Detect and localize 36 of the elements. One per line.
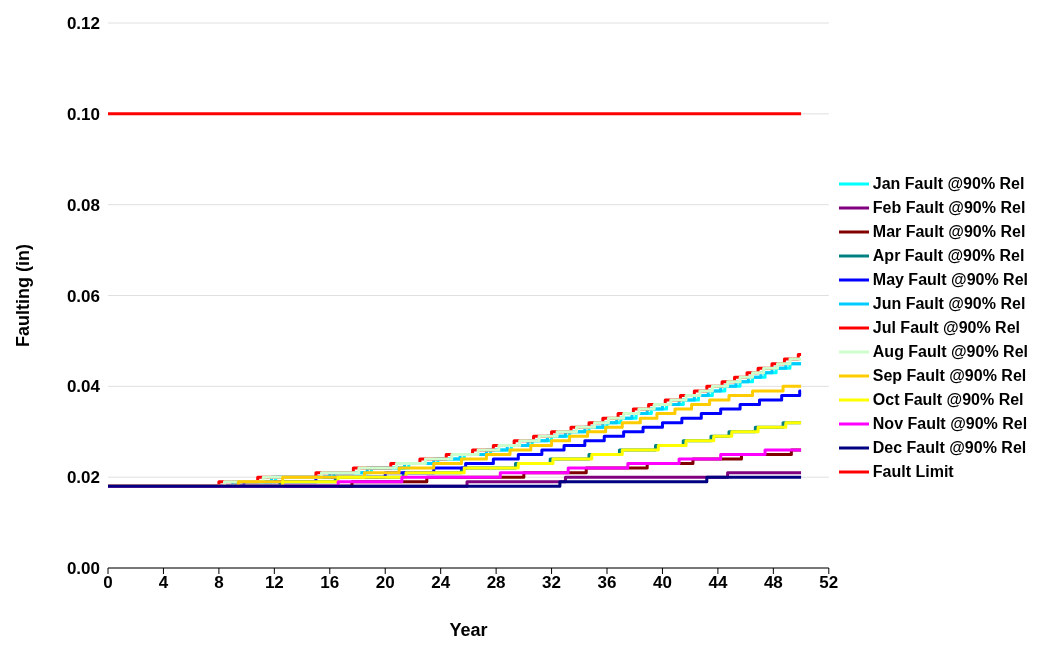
legend-label: Apr Fault @90% Rel <box>872 246 1025 266</box>
legend-label: Dec Fault @90% Rel <box>872 438 1027 458</box>
y-axis-title: Faulting (in) <box>13 244 34 347</box>
x-tick-label: 24 <box>431 573 451 593</box>
x-axis-title: Year <box>449 620 488 640</box>
y-tick-label: 0.08 <box>66 195 100 215</box>
x-tick-label: 36 <box>597 573 617 593</box>
x-tick-label: 12 <box>264 573 284 593</box>
legend-label: Nov Fault @90% Rel <box>872 414 1028 434</box>
y-tick-label: 0.04 <box>66 377 101 397</box>
x-tick-label: 48 <box>763 573 783 593</box>
legend-label: Oct Fault @90% Rel <box>872 390 1024 410</box>
legend-label: May Fault @90% Rel <box>872 270 1028 290</box>
legend-label: Fault Limit <box>872 462 954 482</box>
x-tick-label: 20 <box>375 573 395 593</box>
legend-label: Jul Fault @90% Rel <box>872 318 1020 338</box>
y-tick-label: 0.06 <box>66 286 100 306</box>
legend-label: Jan Fault @90% Rel <box>872 174 1025 194</box>
x-tick-label: 40 <box>653 573 672 593</box>
x-tick-label: 4 <box>158 573 169 593</box>
x-tick-label: 16 <box>320 573 340 593</box>
x-tick-label: 44 <box>708 573 728 593</box>
legend-label: Mar Fault @90% Rel <box>872 222 1026 242</box>
x-tick-label: 8 <box>214 573 224 593</box>
legend-label: Jun Fault @90% Rel <box>872 294 1026 314</box>
y-tick-label: 0.12 <box>66 14 100 34</box>
y-tick-label: 0.00 <box>66 559 100 579</box>
x-tick-label: 52 <box>819 573 839 593</box>
legend-label: Feb Fault @90% Rel <box>872 198 1026 218</box>
legend-label: Aug Fault @90% Rel <box>872 342 1028 362</box>
y-tick-label: 0.10 <box>66 104 100 124</box>
legend-label: Sep Fault @90% Rel <box>872 366 1027 386</box>
y-tick-label: 0.02 <box>66 468 100 488</box>
x-tick-label: 0 <box>103 573 113 593</box>
x-tick-label: 32 <box>542 573 562 593</box>
x-tick-label: 28 <box>486 573 506 593</box>
